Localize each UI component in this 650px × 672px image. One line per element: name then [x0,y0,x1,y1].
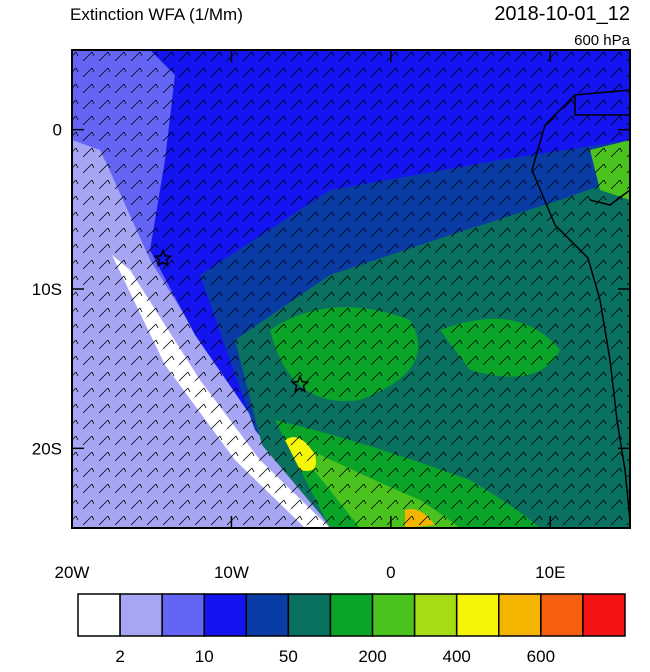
colorbar-box [329,593,374,637]
site-marker [153,248,173,267]
level: 600 hPa [574,32,631,49]
colorbar-label: 600 [527,647,555,666]
y-tick-label: 0 [53,121,62,140]
colorbar-box [287,593,332,637]
colorbar-label: 10 [195,647,214,666]
colorbar-box [582,593,626,637]
colorbar-box [77,593,121,637]
colorbar-box [371,593,416,637]
colorbar-label: 2 [115,647,124,666]
x-tick-label: 0 [386,563,395,582]
colorbar-label: 200 [358,647,386,666]
colorbar-box [203,593,248,637]
wind-barbs [72,50,630,528]
date: 2018-10-01_12 [494,3,630,25]
colorbar-label: 400 [443,647,471,666]
colorbar-box [245,593,290,637]
x-tick-label: 20W [55,563,90,582]
y-tick-label: 10S [32,280,62,299]
extinction-field [72,50,630,528]
colorbar-box [161,593,205,637]
coastline [531,89,630,521]
x-tick-label: 10E [535,563,565,582]
colorbar-box [498,593,542,637]
colorbar-box [455,593,500,637]
colorbar-box [540,593,584,637]
colorbar-label: 50 [279,647,298,666]
colorbar-box [413,593,458,637]
colorbar-box [119,593,163,637]
x-tick-label: 10W [214,563,249,582]
title: Extinction WFA (1/Mm) [70,5,243,24]
site-marker [290,374,310,393]
y-tick-label: 20S [32,439,62,458]
